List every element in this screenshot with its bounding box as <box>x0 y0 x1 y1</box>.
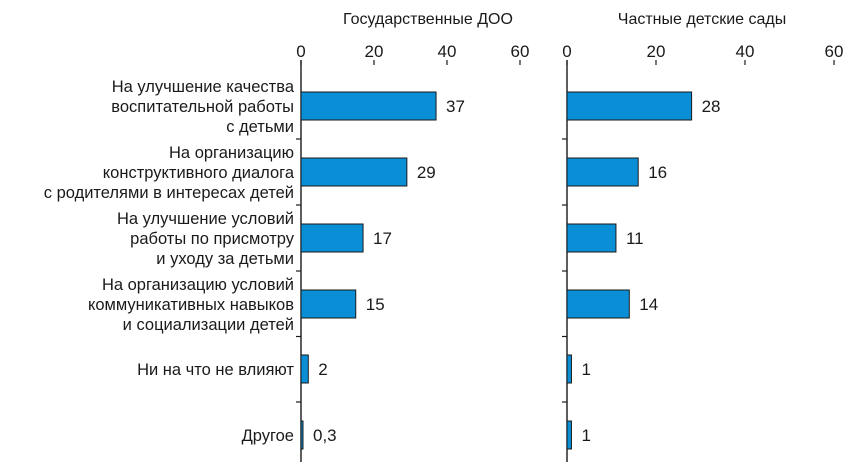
category-label-line: Ни на что не влияют <box>137 361 294 379</box>
panel-2-x-tick-label: 0 <box>562 42 571 61</box>
panel-2-bar <box>566 354 572 384</box>
panel-2-value-label: 28 <box>702 97 721 116</box>
panel-1-bar <box>300 354 309 384</box>
panel-1-value-label: 0,3 <box>313 426 337 445</box>
panel-1-x-tick-label: 60 <box>511 42 530 61</box>
category-label-line: На организацию <box>169 144 294 162</box>
category-label-line: работы по присмотру <box>130 230 295 248</box>
panel-1-x-tick-label: 20 <box>365 42 384 61</box>
panel-2-bar <box>566 157 639 187</box>
panel-2-value-label: 1 <box>581 360 590 379</box>
panel-2-value-label: 14 <box>639 295 658 314</box>
category-label-line: На улучшение условий <box>117 210 294 228</box>
panel-2-value-label: 11 <box>626 229 644 248</box>
category-label-line: и социализации детей <box>123 316 294 334</box>
panel-1-bar <box>300 91 437 121</box>
panel-1-bar <box>300 223 364 253</box>
category-label-line: коммуникативных навыков <box>88 296 294 314</box>
category-label-line: с родителями в интересах детей <box>44 184 294 202</box>
panel-2-bar <box>566 289 630 319</box>
panel-1-value-label: 15 <box>366 295 385 314</box>
category-label-line: Другое <box>242 427 294 445</box>
panel-2-x-tick-label: 60 <box>825 42 844 61</box>
category-label-line: конструктивного диалога <box>103 164 295 182</box>
panel-1-value-label: 37 <box>446 97 465 116</box>
panel-2-x-tick-label: 40 <box>736 42 755 61</box>
panel-1-value-label: 2 <box>318 360 327 379</box>
category-label-line: с детьми <box>226 118 294 136</box>
category-label-line: На организацию условий <box>102 276 294 294</box>
panel-1-bar <box>300 289 357 319</box>
panel-1-title: Государственные ДОО <box>343 11 513 28</box>
panel-2-bar <box>566 91 693 121</box>
panel-1-bar <box>300 420 304 450</box>
panel-1-x-tick-label: 0 <box>296 42 305 61</box>
panel-1-value-label: 17 <box>373 229 392 248</box>
category-label-line: воспитательной работы <box>111 98 294 116</box>
panel-2-value-label: 16 <box>648 163 667 182</box>
panel-2-x-tick-label: 20 <box>647 42 666 61</box>
panel-2-value-label: 1 <box>581 426 590 445</box>
panel-2-bar <box>566 223 617 253</box>
panel-2-title: Частные детские сады <box>618 11 786 28</box>
category-label-line: На улучшение качества <box>112 78 295 96</box>
panel-1-value-label: 29 <box>417 163 436 182</box>
panel-1-bar <box>300 157 408 187</box>
panel-1-x-tick-label: 40 <box>438 42 457 61</box>
panel-2-bar <box>566 420 572 450</box>
category-label-line: и уходу за детьми <box>156 250 294 268</box>
